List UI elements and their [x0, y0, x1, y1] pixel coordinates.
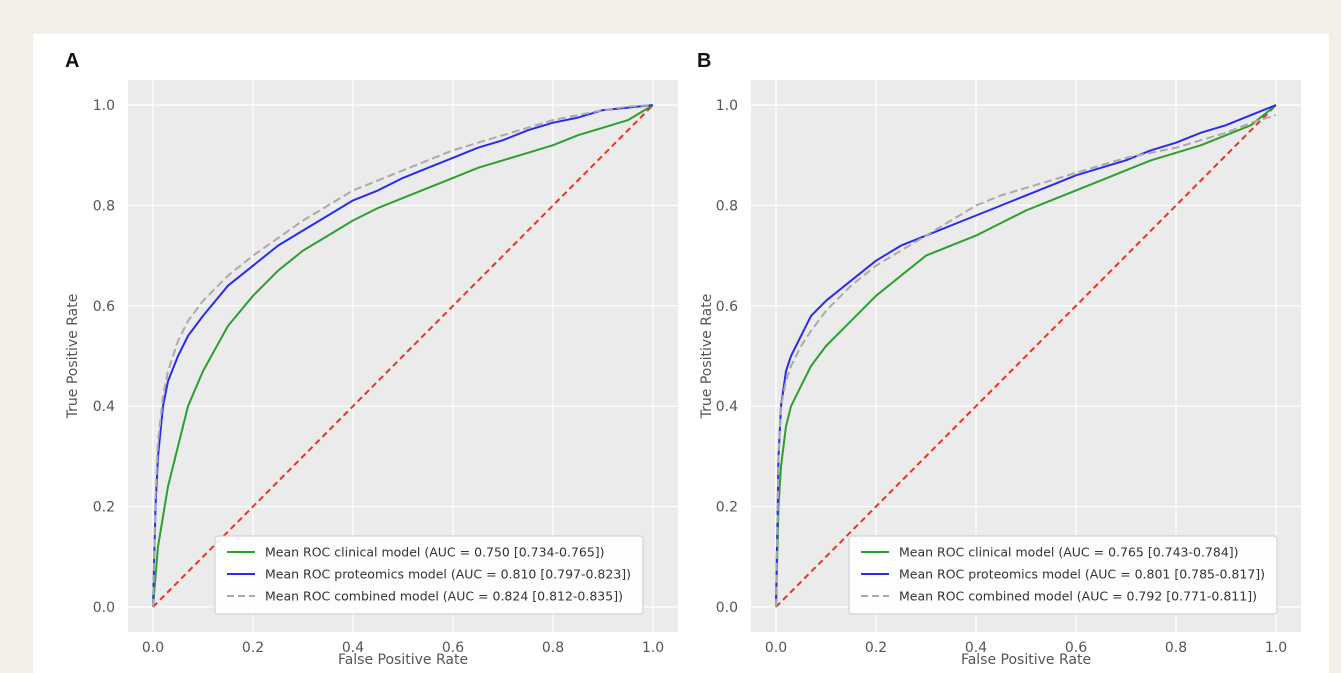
- panel-a-y-axis-label: True Positive Rate: [65, 294, 81, 420]
- panel-a-legend: Mean ROC clinical model (AUC = 0.750 [0.…: [214, 535, 644, 615]
- panel-b-lines: [775, 104, 1277, 608]
- x-tick-label: 0.8: [1165, 640, 1187, 656]
- roc-line-proteomics: [775, 104, 1277, 607]
- x-tick-label: 0.4: [965, 640, 987, 656]
- y-tick-label: 0.2: [716, 500, 738, 516]
- roc-line-clinical: [152, 104, 654, 607]
- y-tick-label: 0.4: [716, 399, 738, 415]
- y-tick-label: 0.8: [716, 198, 738, 214]
- x-tick-label: 0.0: [142, 640, 164, 656]
- panel-a-grid: [128, 80, 678, 632]
- figure-canvas: A 0.0 0.2 0.4 0.6 0.8 1.0 0.0 0.2 0.4 0.6 0.8 1.0 F…: [65, 50, 1301, 668]
- roc-line-combined: [775, 114, 1277, 607]
- y-tick-label: 0.6: [93, 299, 115, 315]
- y-tick-label: 0.0: [93, 600, 115, 616]
- panel-a-lines: [152, 104, 654, 608]
- panel-a: A 0.0 0.2 0.4 0.6 0.8 1.0 0.0 0.2 0.4 0.6 0.8 1.0 F…: [65, 50, 678, 668]
- chance-diagonal-line: [775, 104, 1277, 608]
- x-tick-label: 0.8: [542, 640, 564, 656]
- figure: A 0.0 0.2 0.4 0.6 0.8 1.0 0.0 0.2 0.4 0.6 0.8 1.0 F…: [33, 34, 1329, 673]
- panel-b-x-axis-label: False Positive Rate: [961, 652, 1091, 668]
- legend-label-clinical: Mean ROC clinical model (AUC = 0.765 [0.…: [899, 545, 1239, 560]
- legend-label-combined: Mean ROC combined model (AUC = 0.824 [0.…: [265, 589, 623, 604]
- panel-b: B 0.0 0.2 0.4 0.6 0.8 1.0 0.0 0.2 0.4 0.6 0.8 1.0 F…: [697, 50, 1301, 668]
- panel-b-ticks: 0.0 0.2 0.4 0.6 0.8 1.0 0.0 0.2 0.4 0.6 0.8 1.0: [716, 98, 1287, 656]
- x-tick-label: 0.2: [865, 640, 887, 656]
- roc-line-clinical: [775, 104, 1277, 607]
- y-tick-label: 0.2: [93, 500, 115, 516]
- x-tick-label: 0.6: [1065, 640, 1087, 656]
- panel-b-y-axis-label: True Positive Rate: [699, 294, 715, 420]
- panel-b-legend: Mean ROC clinical model (AUC = 0.765 [0.…: [848, 535, 1278, 615]
- panel-a-ticks: 0.0 0.2 0.4 0.6 0.8 1.0 0.0 0.2 0.4 0.6 0.8 1.0: [93, 98, 664, 656]
- legend-label-proteomics: Mean ROC proteomics model (AUC = 0.801 […: [899, 567, 1265, 582]
- legend-label-proteomics: Mean ROC proteomics model (AUC = 0.810 […: [265, 567, 631, 582]
- x-tick-label: 1.0: [1265, 640, 1287, 656]
- y-tick-label: 1.0: [716, 98, 738, 114]
- y-tick-label: 0.0: [716, 600, 738, 616]
- legend-label-combined: Mean ROC combined model (AUC = 0.792 [0.…: [899, 589, 1257, 604]
- x-tick-label: 0.6: [442, 640, 464, 656]
- x-tick-label: 0.4: [342, 640, 364, 656]
- y-tick-label: 0.8: [93, 198, 115, 214]
- roc-line-combined: [152, 104, 654, 607]
- x-tick-label: 0.0: [765, 640, 787, 656]
- chance-diagonal-line: [152, 104, 654, 608]
- y-tick-label: 1.0: [93, 98, 115, 114]
- y-tick-label: 0.6: [716, 299, 738, 315]
- panel-a-legend-box: [214, 535, 644, 615]
- roc-line-proteomics: [152, 104, 654, 607]
- x-tick-label: 1.0: [642, 640, 664, 656]
- panel-a-x-axis-label: False Positive Rate: [338, 652, 468, 668]
- legend-label-clinical: Mean ROC clinical model (AUC = 0.750 [0.…: [265, 545, 605, 560]
- panel-b-letter: B: [697, 50, 711, 72]
- panel-a-letter: A: [65, 50, 79, 72]
- y-tick-label: 0.4: [93, 399, 115, 415]
- x-tick-label: 0.2: [242, 640, 264, 656]
- panel-b-legend-box: [848, 535, 1278, 615]
